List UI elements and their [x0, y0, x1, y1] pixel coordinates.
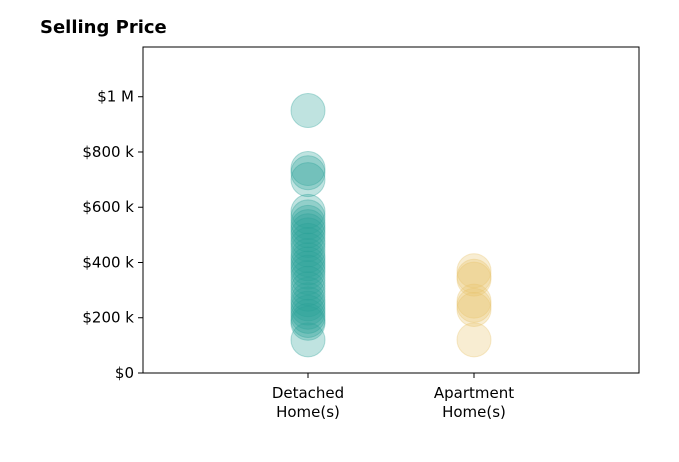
y-tick-label-2: $400 k [82, 253, 134, 271]
x-tick-label-1: Apartment Home(s) [434, 384, 514, 421]
x-axis: Detached Home(s) Apartment Home(s) [272, 373, 514, 421]
data-point-0-22 [290, 282, 326, 318]
data-point-0-4 [290, 193, 326, 229]
data-point-1-2 [456, 261, 492, 297]
data-point-1-4 [456, 287, 492, 323]
data-point-0-24 [290, 290, 326, 326]
data-point-0-8 [290, 213, 326, 249]
y-axis: $0 $200 k $400 k $600 k $800 k $1 M [82, 88, 143, 382]
data-point-0-6 [290, 204, 326, 240]
data-point-0-19 [290, 265, 326, 301]
data-point-0-7 [290, 209, 326, 245]
plot-area-frame [142, 46, 640, 374]
y-tick-label-1: $200 k [82, 309, 134, 327]
y-tick-label-3: $600 k [82, 198, 134, 216]
data-point-0-1 [290, 151, 326, 187]
data-point-0-17 [290, 254, 326, 290]
data-point-0-9 [290, 217, 326, 253]
data-point-0-14 [290, 242, 326, 278]
data-point-0-0 [290, 93, 326, 129]
x-tick-label-0: Detached Home(s) [272, 384, 344, 421]
data-points [290, 93, 492, 358]
chart-title: Selling Price [40, 17, 167, 38]
data-point-0-28 [290, 305, 326, 341]
data-point-0-13 [290, 238, 326, 274]
data-point-0-15 [290, 246, 326, 282]
data-point-0-12 [290, 232, 326, 268]
data-point-0-2 [290, 155, 326, 191]
y-tick-label-0: $0 [115, 364, 134, 382]
data-point-1-5 [456, 291, 492, 327]
data-point-1-0 [456, 253, 492, 289]
data-point-0-11 [290, 227, 326, 263]
data-point-0-25 [290, 294, 326, 330]
data-point-0-27 [290, 303, 326, 339]
data-point-0-10 [290, 222, 326, 258]
data-point-0-16 [290, 250, 326, 286]
data-point-0-21 [290, 276, 326, 312]
data-point-0-23 [290, 286, 326, 322]
data-point-0-3 [290, 162, 326, 198]
data-point-1-6 [456, 322, 492, 358]
data-point-0-5 [290, 199, 326, 235]
data-point-1-1 [456, 258, 492, 294]
data-point-0-26 [290, 298, 326, 334]
data-point-0-20 [290, 271, 326, 307]
data-point-0-18 [290, 260, 326, 296]
y-tick-label-4: $800 k [82, 143, 134, 161]
y-tick-label-5: $1 M [97, 88, 134, 106]
data-point-1-3 [456, 283, 492, 319]
data-point-0-29 [290, 322, 326, 358]
